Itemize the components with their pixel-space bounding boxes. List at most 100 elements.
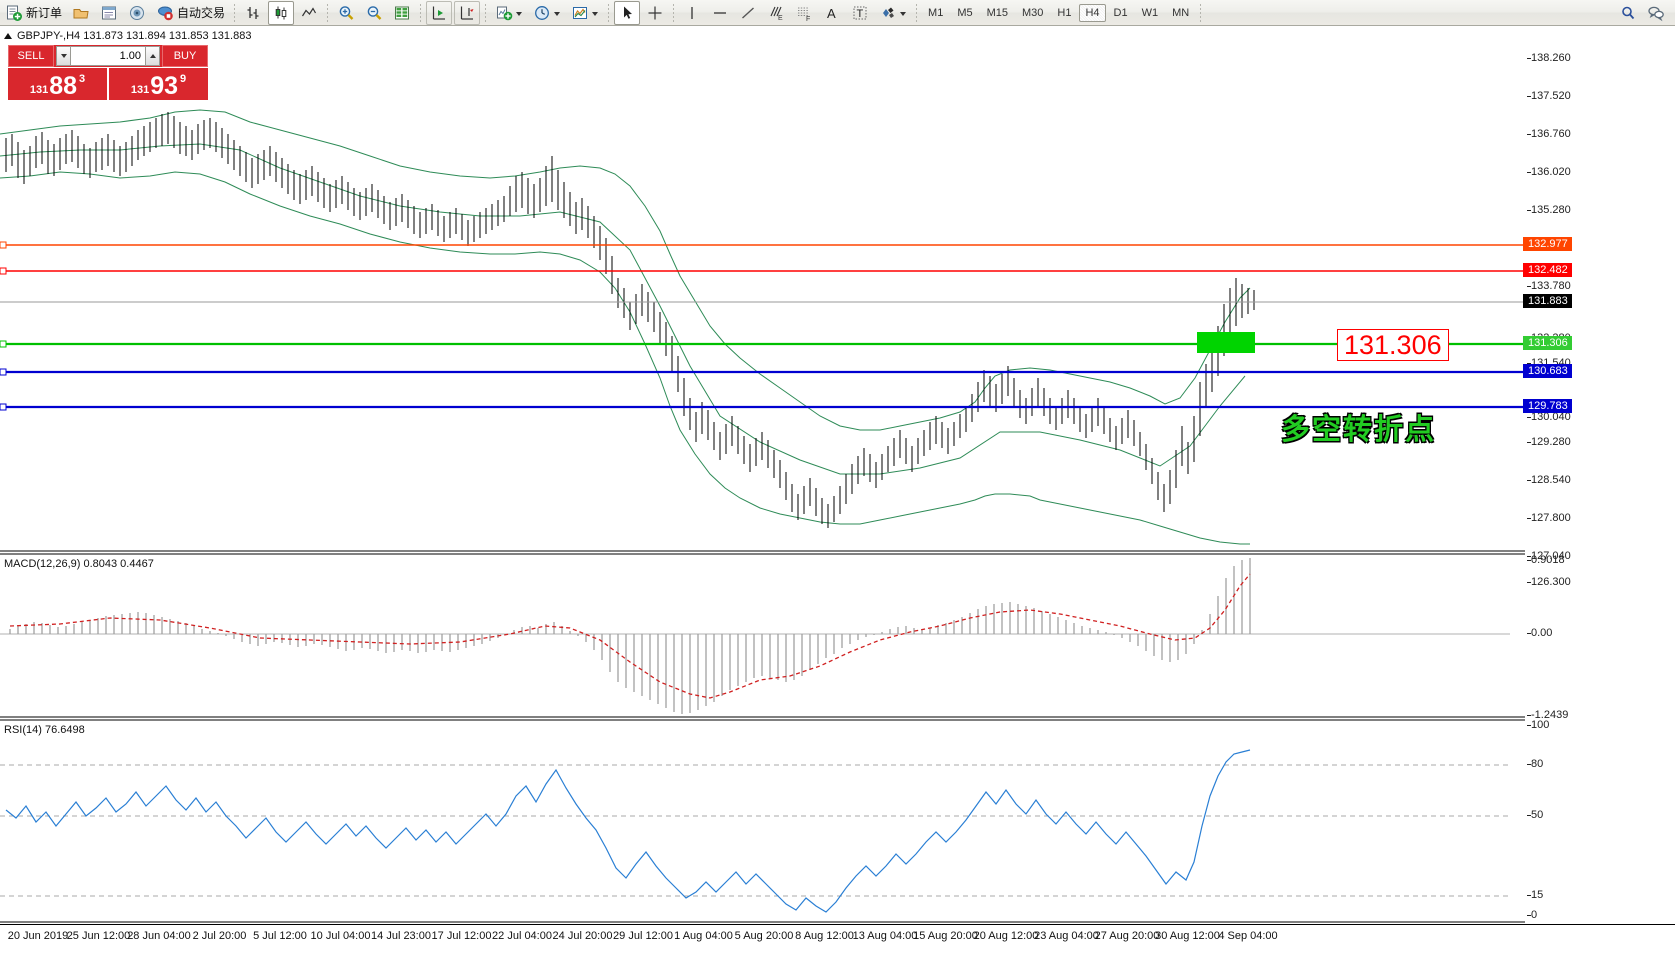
timeframe-m5[interactable]: M5 <box>957 6 973 19</box>
chinese-annotation-text[interactable]: 多空转折点 <box>1281 414 1437 446</box>
expert-advisors-button[interactable] <box>68 1 94 25</box>
folder-icon <box>72 4 90 22</box>
chart-shift-button[interactable] <box>454 0 481 25</box>
volume-increment-button[interactable] <box>145 46 160 66</box>
price-annotation-box[interactable]: 131.306 <box>1337 329 1449 361</box>
price-level-label-129783[interactable]: 129.783 <box>1523 399 1572 413</box>
chart-area[interactable]: GBPJPY-,H4 131.873 131.894 131.853 131.8… <box>0 26 1675 953</box>
macd-signal-line <box>9 573 1251 699</box>
buy-price-main: 93 <box>150 72 179 100</box>
indicators-button[interactable] <box>491 1 527 25</box>
elliott-wave-tool-button[interactable]: E <box>763 1 789 25</box>
timeframe-mn[interactable]: MN <box>1172 6 1190 19</box>
price-level-label-131306[interactable]: 131.306 <box>1523 336 1572 350</box>
chevron-down-icon[interactable] <box>900 4 907 22</box>
line-chart-button[interactable] <box>296 1 322 25</box>
time-tick: 15 Aug 20:00 <box>913 930 978 942</box>
bar-chart-icon <box>244 4 262 22</box>
one-click-top-row: SELL 1.00 BUY <box>8 45 208 67</box>
text-label-tool-button[interactable]: T <box>847 1 873 25</box>
volume-decrement-button[interactable] <box>56 46 71 66</box>
periods-button[interactable] <box>529 1 565 25</box>
price-level-label-132482[interactable]: 132.482 <box>1523 263 1572 277</box>
rsi-line <box>5 749 1251 913</box>
text-tool-button[interactable]: A <box>819 1 845 25</box>
tile-windows-button[interactable] <box>389 1 415 25</box>
buy-price[interactable]: 131 93 9 <box>109 68 208 100</box>
crosshair-tool-button[interactable] <box>642 1 668 25</box>
templates-button[interactable] <box>567 1 603 25</box>
horizontal-line-tool-button[interactable] <box>707 1 733 25</box>
toolbar-separator <box>485 3 487 22</box>
price-tick: 136.020 <box>1527 166 1571 178</box>
price-tick: 135.280 <box>1527 204 1571 216</box>
time-tick: 25 Jun 12:00 <box>66 930 131 942</box>
macd-tick: -1.2439 <box>1526 709 1569 721</box>
toolbar-separator <box>608 3 610 22</box>
sell-button[interactable]: SELL <box>8 45 54 67</box>
price-tick: 138.260 <box>1527 52 1571 64</box>
zoom-out-icon <box>365 4 383 22</box>
rsi-tick: 50 <box>1526 809 1544 821</box>
time-tick: 8 Aug 12:00 <box>795 930 854 942</box>
new-order-icon <box>5 4 23 22</box>
price-scale[interactable]: 138.260137.520136.760136.020135.280134.5… <box>1523 26 1675 924</box>
price-level-label-131883[interactable]: 131.883 <box>1523 294 1572 308</box>
main-toolbar: 新订单 <box>0 0 1675 26</box>
collapse-triangle-icon[interactable] <box>4 33 12 39</box>
chat-button[interactable] <box>1643 1 1669 25</box>
time-scale[interactable]: 20 Jun 2019 25 Jun 12:00 28 Jun 04:00 2 Jul… <box>0 924 1675 953</box>
buy-button[interactable]: BUY <box>162 45 208 67</box>
timeframe-w1[interactable]: W1 <box>1141 6 1159 19</box>
timeframe-d1[interactable]: D1 <box>1113 6 1128 19</box>
timeframe-m30[interactable]: M30 <box>1022 6 1044 19</box>
timeframe-h1[interactable]: H1 <box>1057 6 1072 19</box>
price-level-label-130683[interactable]: 130.683 <box>1523 364 1572 378</box>
toolbar-separator <box>916 3 918 22</box>
time-tick: 29 Jul 12:00 <box>613 930 673 942</box>
time-tick: 5 Jul 12:00 <box>253 930 307 942</box>
rsi-tick: 0 <box>1526 909 1538 921</box>
search-button[interactable] <box>1615 1 1641 25</box>
autotrading-button[interactable]: 自动交易 <box>152 1 229 25</box>
level-lines-group <box>0 241 1525 411</box>
one-click-trading-panel[interactable]: SELL 1.00 BUY 131 88 3 131 93 9 <box>8 45 208 100</box>
fibonacci-tool-button[interactable]: F <box>791 1 817 25</box>
shapes-tool-button[interactable] <box>875 1 911 25</box>
macd-tick: 0.00 <box>1526 627 1553 639</box>
cursor-tool-button[interactable] <box>614 0 641 25</box>
sell-price[interactable]: 131 88 3 <box>8 68 107 100</box>
price-tick: 130.040 <box>1527 411 1571 423</box>
timeframe-m15[interactable]: M15 <box>986 6 1008 19</box>
timeframe-h4[interactable]: H4 <box>1079 3 1106 22</box>
zoom-in-icon <box>337 4 355 22</box>
chart-plot[interactable] <box>0 26 1525 924</box>
autotrading-icon <box>156 4 174 22</box>
candlestick-chart-button[interactable] <box>268 0 295 25</box>
time-tick: 1 Aug 04:00 <box>674 930 733 942</box>
vertical-line-tool-button[interactable] <box>679 1 705 25</box>
crosshair-icon <box>646 4 664 22</box>
chart-shift-icon <box>458 4 476 22</box>
zoom-in-button[interactable] <box>333 1 359 25</box>
zoom-out-button[interactable] <box>361 1 387 25</box>
macd-title: MACD(12,26,9) 0.8043 0.4467 <box>4 558 154 570</box>
bar-chart-button[interactable] <box>240 1 266 25</box>
volume-stepper[interactable]: 1.00 <box>54 45 162 67</box>
chevron-down-icon[interactable] <box>516 4 523 22</box>
timeframe-m1[interactable]: M1 <box>928 6 944 19</box>
navigator-button[interactable] <box>124 1 150 25</box>
trendline-icon <box>739 4 757 22</box>
chevron-down-icon[interactable] <box>554 4 561 22</box>
clock-icon <box>533 4 551 22</box>
new-order-button[interactable]: 新订单 <box>1 1 66 25</box>
trendline-tool-button[interactable] <box>735 1 761 25</box>
auto-scroll-button[interactable] <box>426 0 453 25</box>
price-level-label-132977[interactable]: 132.977 <box>1523 237 1572 251</box>
data-window-button[interactable] <box>96 1 122 25</box>
time-tick: 23 Aug 04:00 <box>1034 930 1099 942</box>
templates-icon <box>571 4 589 22</box>
volume-input[interactable]: 1.00 <box>71 46 145 66</box>
chevron-down-icon[interactable] <box>592 4 599 22</box>
one-click-price-row: 131 88 3 131 93 9 <box>8 68 208 100</box>
